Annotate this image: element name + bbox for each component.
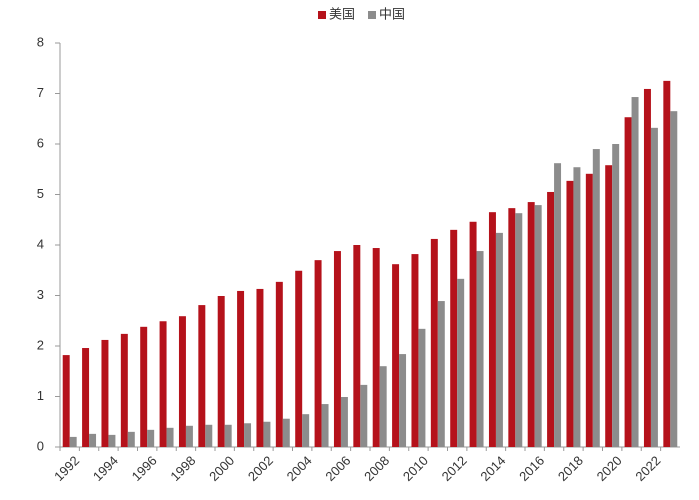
bar (534, 205, 542, 447)
legend-label: 美国 (329, 6, 355, 21)
bar (224, 424, 232, 447)
bar (69, 436, 77, 447)
bar (670, 111, 678, 448)
bar (101, 339, 109, 447)
bar (379, 366, 387, 447)
x-tick-label: 2016 (516, 453, 547, 484)
bar (82, 348, 90, 447)
bar (585, 173, 593, 448)
bar (302, 414, 310, 447)
bar (372, 248, 380, 447)
bar (663, 80, 671, 447)
bar (159, 321, 167, 447)
bar (592, 149, 600, 448)
legend-swatch (368, 11, 376, 19)
bar (457, 278, 465, 447)
bar (418, 328, 426, 447)
bar (650, 127, 658, 447)
x-tick-label: 2012 (439, 453, 470, 484)
bar (178, 316, 186, 447)
bar (166, 427, 174, 447)
bar (399, 354, 407, 447)
y-tick-label: 0 (37, 438, 44, 453)
bar (198, 305, 206, 447)
x-tick-label: 2002 (245, 453, 276, 484)
y-tick-label: 7 (37, 85, 44, 100)
bar (469, 221, 477, 447)
x-tick-label: 2022 (632, 453, 663, 484)
bar (643, 88, 651, 447)
bar (573, 167, 581, 448)
bar (360, 384, 368, 447)
bar (140, 326, 148, 447)
bar (244, 423, 252, 447)
bar (605, 165, 613, 447)
x-tick-label: 2010 (400, 453, 431, 484)
y-tick-label: 4 (37, 236, 44, 251)
bar (488, 212, 496, 447)
bar (275, 281, 283, 447)
x-tick-label: 2014 (477, 453, 508, 484)
bar (631, 97, 639, 447)
bar (256, 288, 264, 447)
bar (205, 424, 213, 447)
x-tick-label: 2006 (322, 453, 353, 484)
bar (547, 191, 555, 447)
bar (437, 301, 445, 447)
bar (515, 213, 523, 447)
bar (612, 144, 620, 447)
bar (217, 296, 225, 447)
bar (333, 251, 341, 447)
bar (476, 251, 484, 447)
bar (450, 229, 458, 447)
bar (353, 245, 361, 447)
bar (495, 232, 503, 447)
bar (147, 429, 155, 447)
bar (127, 431, 135, 447)
y-tick-label: 1 (37, 388, 44, 403)
x-tick-label: 2020 (594, 453, 625, 484)
x-tick-label: 2018 (555, 453, 586, 484)
bar (62, 355, 70, 447)
bar (554, 163, 562, 447)
x-tick-label: 1992 (51, 453, 82, 484)
y-tick-label: 3 (37, 287, 44, 302)
legend-label: 中国 (379, 6, 405, 21)
bar (108, 434, 116, 447)
bar (321, 404, 329, 447)
bar (282, 418, 290, 447)
x-tick-label: 1996 (129, 453, 160, 484)
bar (120, 333, 128, 447)
x-tick-label: 2004 (284, 453, 315, 484)
x-tick-label: 2000 (206, 453, 237, 484)
bar (340, 397, 348, 447)
bar (314, 260, 322, 447)
y-tick-label: 2 (37, 337, 44, 352)
bar (185, 425, 193, 447)
bar (295, 270, 303, 447)
bar (508, 208, 516, 447)
x-tick-label: 1998 (167, 453, 198, 484)
y-tick-label: 6 (37, 135, 44, 150)
bar (89, 433, 97, 447)
bar (392, 264, 400, 447)
y-tick-label: 8 (37, 34, 44, 49)
bar (263, 421, 271, 447)
bar (624, 117, 632, 448)
bar (237, 290, 245, 447)
bar (527, 202, 535, 447)
bar (430, 238, 438, 447)
bar (411, 254, 419, 447)
bar (566, 180, 574, 448)
x-tick-label: 1994 (90, 453, 121, 484)
y-tick-label: 5 (37, 186, 44, 201)
x-tick-label: 2008 (361, 453, 392, 484)
legend-swatch (318, 11, 326, 19)
